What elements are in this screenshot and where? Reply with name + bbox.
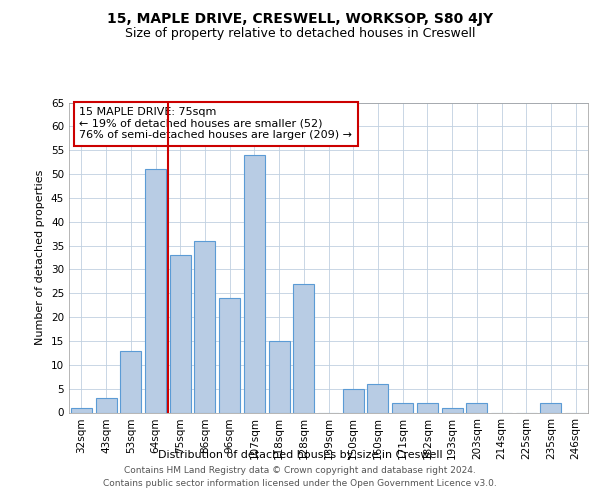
Bar xyxy=(442,408,463,412)
Bar xyxy=(541,403,562,412)
Bar xyxy=(71,408,92,412)
Bar xyxy=(244,155,265,412)
Bar xyxy=(466,403,487,412)
Text: Distribution of detached houses by size in Creswell: Distribution of detached houses by size … xyxy=(158,450,442,460)
Bar xyxy=(367,384,388,412)
Bar xyxy=(343,388,364,412)
Bar xyxy=(170,255,191,412)
Bar xyxy=(194,241,215,412)
Bar xyxy=(145,170,166,412)
Text: Size of property relative to detached houses in Creswell: Size of property relative to detached ho… xyxy=(125,28,475,40)
Bar xyxy=(417,403,438,412)
Bar xyxy=(219,298,240,412)
Text: 15 MAPLE DRIVE: 75sqm
← 19% of detached houses are smaller (52)
76% of semi-deta: 15 MAPLE DRIVE: 75sqm ← 19% of detached … xyxy=(79,107,352,140)
Y-axis label: Number of detached properties: Number of detached properties xyxy=(35,170,46,345)
Bar xyxy=(293,284,314,412)
Bar xyxy=(95,398,116,412)
Bar xyxy=(392,403,413,412)
Bar xyxy=(120,350,141,412)
Text: 15, MAPLE DRIVE, CRESWELL, WORKSOP, S80 4JY: 15, MAPLE DRIVE, CRESWELL, WORKSOP, S80 … xyxy=(107,12,493,26)
Text: Contains HM Land Registry data © Crown copyright and database right 2024.
Contai: Contains HM Land Registry data © Crown c… xyxy=(103,466,497,487)
Bar xyxy=(269,341,290,412)
